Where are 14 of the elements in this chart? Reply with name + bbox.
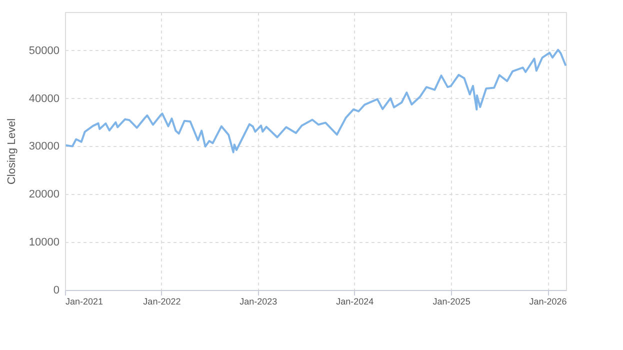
x-tick-label: Jan-2025 — [432, 296, 470, 306]
x-tick-label: Jan-2024 — [336, 296, 374, 306]
x-tick-label: Jan-2023 — [240, 296, 278, 306]
y-axis-title: Closing Level — [6, 118, 18, 185]
y-tick-label: 20000 — [28, 188, 60, 201]
x-tick-label: Jan-2022 — [143, 296, 181, 306]
y-tick-label: 0 — [53, 284, 60, 296]
x-tick-label: Jan-2021 — [66, 296, 104, 306]
line-series — [64, 48, 567, 154]
x-tick-label: Jan-2026 — [529, 296, 567, 306]
y-tick-label: 10000 — [28, 236, 60, 249]
y-tick-label: 50000 — [28, 44, 60, 57]
y-tick-label: 30000 — [28, 140, 60, 153]
y-tick-label: 40000 — [28, 92, 60, 105]
